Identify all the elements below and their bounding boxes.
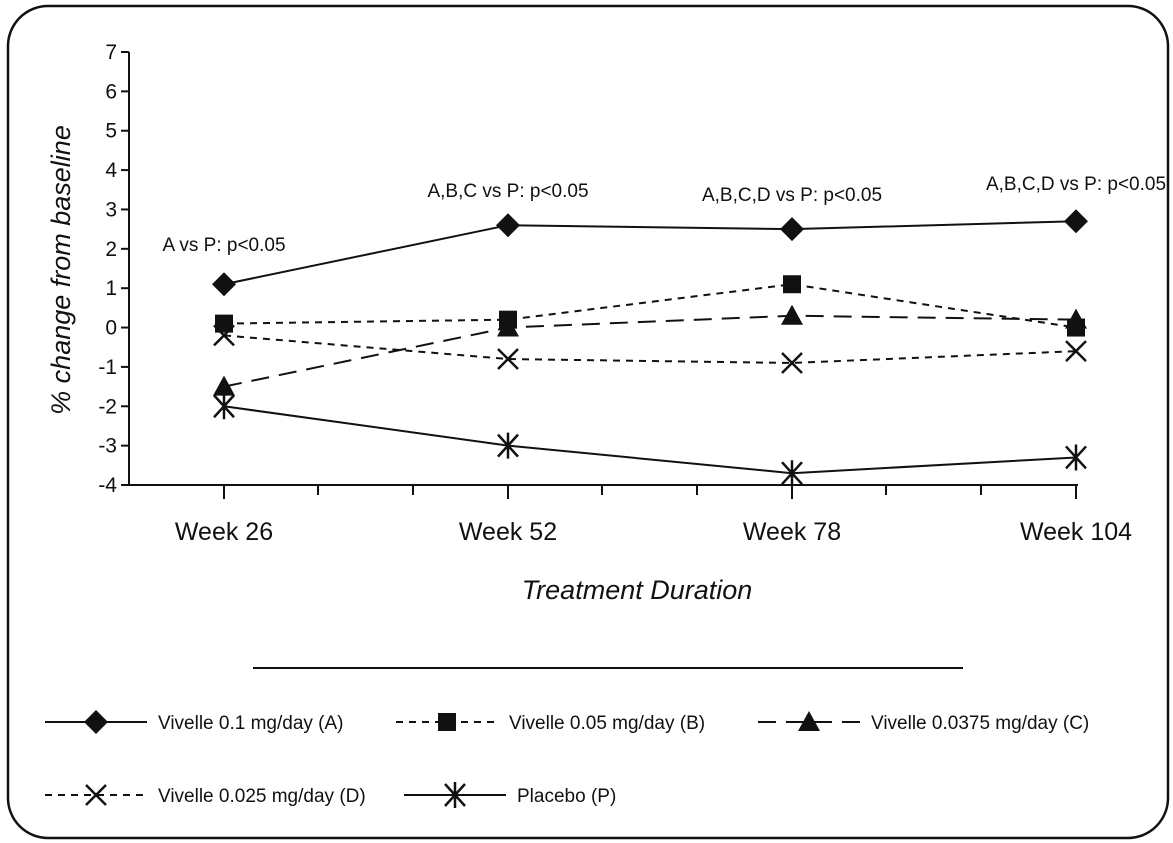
x-category-label: Week 104 xyxy=(1020,518,1132,546)
square-marker-shape xyxy=(783,275,801,294)
data-point xyxy=(213,324,235,347)
legend-item: Vivelle 0.0375 mg/day (C) xyxy=(758,711,1089,734)
x-axis-title: Treatment Duration xyxy=(522,575,753,605)
legend-marker xyxy=(438,713,456,731)
data-point xyxy=(1065,444,1087,471)
x-marker-shape xyxy=(85,784,107,806)
square-marker-shape xyxy=(438,713,456,731)
legend-label: Vivelle 0.05 mg/day (B) xyxy=(509,713,705,734)
x-marker-shape xyxy=(1065,340,1087,363)
data-point xyxy=(1065,340,1087,363)
asterisk-marker-shape xyxy=(781,460,803,487)
legend-item: Vivelle 0.025 mg/day (D) xyxy=(45,784,366,807)
triangle-marker-shape xyxy=(497,316,519,337)
x-category-label: Week 78 xyxy=(743,518,841,546)
significance-annotation: A,B,C,D vs P: p<0.05 xyxy=(986,174,1166,195)
plot-area: 7 6 5 4 3 2 1 0 -1 -2 -3 -4 Week 26 Week 52 Week 78 Wee… xyxy=(46,41,1166,605)
significance-annotation: A,B,C vs P: p<0.05 xyxy=(427,181,588,202)
data-point xyxy=(1064,209,1088,234)
y-axis-title: % change from baseline xyxy=(46,125,76,415)
data-point xyxy=(781,304,803,325)
y-tick-label: -4 xyxy=(98,474,117,497)
legend-item: Vivelle 0.1 mg/day (A) xyxy=(45,710,344,734)
y-tick-label: -3 xyxy=(98,435,117,458)
data-point xyxy=(212,272,236,297)
series-line xyxy=(223,405,1077,475)
series-line xyxy=(223,314,1077,388)
diamond-marker-shape xyxy=(496,213,520,238)
legend-marker xyxy=(444,782,466,808)
data-point xyxy=(1065,308,1087,329)
y-tick-label: 3 xyxy=(105,198,117,221)
figure-border xyxy=(6,4,1170,840)
y-tick-label: 6 xyxy=(105,80,117,103)
diamond-marker-shape xyxy=(1064,209,1088,234)
x-marker-shape xyxy=(781,352,803,374)
diamond-marker-shape xyxy=(84,710,108,734)
diamond-marker-shape xyxy=(212,272,236,297)
significance-annotation: A,B,C,D vs P: p<0.05 xyxy=(702,185,882,206)
data-point xyxy=(497,316,519,337)
legend-marker xyxy=(85,784,107,806)
x-marker-shape xyxy=(497,348,519,370)
y-tick-label: 2 xyxy=(105,238,117,261)
data-point xyxy=(213,375,235,396)
y-tick-label: 1 xyxy=(105,277,117,300)
asterisk-marker-shape xyxy=(497,432,519,459)
y-tick-label: -1 xyxy=(98,356,117,379)
significance-annotation: A vs P: p<0.05 xyxy=(162,235,285,256)
legend: Vivelle 0.1 mg/day (A) Vivelle 0.05 mg/da… xyxy=(45,710,1089,808)
data-point xyxy=(781,460,803,487)
y-tick-label: 7 xyxy=(105,41,117,64)
diamond-marker-shape xyxy=(780,217,804,242)
y-tick-label: -2 xyxy=(98,395,117,418)
legend-label: Placebo (P) xyxy=(517,786,616,807)
data-point xyxy=(497,432,519,459)
data-point xyxy=(496,213,520,238)
y-tick-label: 4 xyxy=(105,159,117,182)
legend-marker xyxy=(84,710,108,734)
legend-label: Vivelle 0.0375 mg/day (C) xyxy=(871,713,1089,734)
y-tick-label: 5 xyxy=(105,120,117,143)
square-marker-shape xyxy=(215,314,233,333)
data-point xyxy=(781,352,803,374)
triangle-marker-shape xyxy=(1065,308,1087,329)
triangle-marker-shape xyxy=(798,711,820,731)
data-point xyxy=(780,217,804,242)
x-category-label: Week 52 xyxy=(459,518,557,546)
data-point xyxy=(213,393,235,420)
x-marker-shape xyxy=(213,324,235,347)
data-point xyxy=(215,314,233,333)
legend-marker xyxy=(798,711,820,731)
asterisk-marker-shape xyxy=(444,782,466,808)
asterisk-marker-shape xyxy=(213,393,235,420)
legend-label: Vivelle 0.1 mg/day (A) xyxy=(158,713,344,734)
data-point xyxy=(497,348,519,370)
triangle-marker-shape xyxy=(781,304,803,325)
legend-label: Vivelle 0.025 mg/day (D) xyxy=(158,786,366,807)
data-point xyxy=(783,275,801,294)
legend-item: Placebo (P) xyxy=(404,782,616,808)
triangle-marker-shape xyxy=(213,375,235,396)
legend-item: Vivelle 0.05 mg/day (B) xyxy=(396,713,705,734)
x-category-label: Week 26 xyxy=(175,518,273,546)
y-tick-label: 0 xyxy=(105,317,117,340)
asterisk-marker-shape xyxy=(1065,444,1087,471)
series-line xyxy=(223,220,1077,286)
